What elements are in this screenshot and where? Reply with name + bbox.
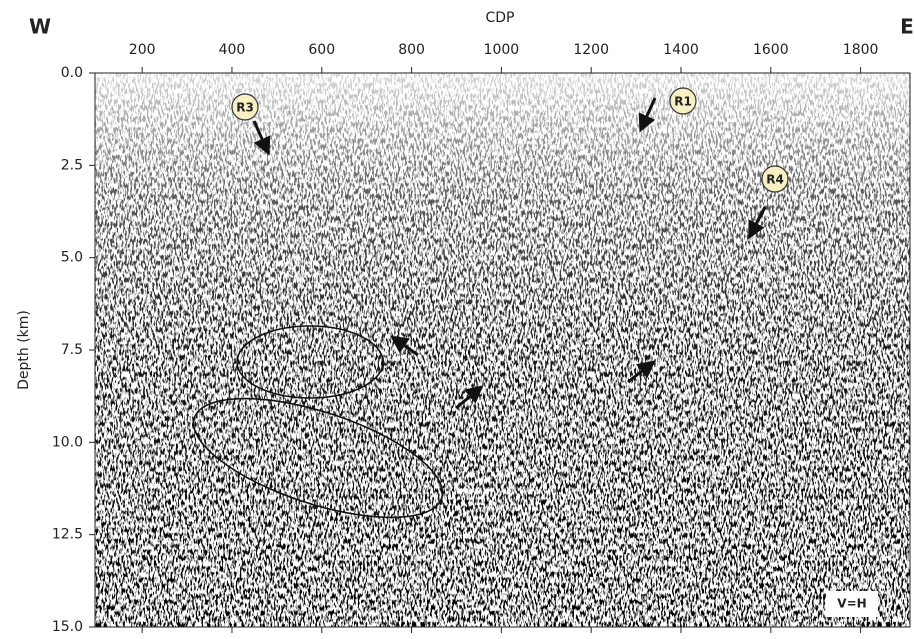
scale-note: V=H	[837, 597, 866, 611]
marker-r4: R4	[761, 165, 789, 193]
y-tick-label: 2.5	[61, 157, 83, 173]
y-tick-label: 12.5	[52, 527, 83, 543]
y-tick-label: 5.0	[61, 250, 83, 266]
west-label: W	[29, 15, 51, 39]
x-tick-label: 200	[129, 42, 156, 58]
x-tick-label: 1800	[843, 42, 879, 58]
y-axis-label: Depth (km)	[16, 310, 32, 390]
x-tick-label: 400	[219, 42, 246, 58]
x-axis-label: CDP	[486, 10, 515, 26]
x-tick-label: 1200	[573, 42, 609, 58]
marker-label: R3	[236, 101, 254, 115]
y-tick-label: 15.0	[52, 619, 83, 635]
marker-label: R4	[766, 173, 784, 187]
annotations	[192, 97, 767, 519]
seismic-image	[95, 73, 910, 627]
marker-r3: R3	[231, 93, 259, 121]
x-tick-label: 600	[308, 42, 335, 58]
scale-box	[826, 591, 878, 617]
x-tick-label: 800	[398, 42, 425, 58]
y-tick-label: 7.5	[61, 342, 83, 358]
x-tick-label: 1400	[663, 42, 699, 58]
east-label: E	[900, 15, 914, 39]
marker-r1: R1	[669, 87, 697, 115]
y-tick-label: 0.0	[61, 65, 83, 81]
x-tick-label: 1000	[484, 42, 520, 58]
y-tick-label: 10.0	[52, 434, 83, 450]
marker-label: R1	[674, 95, 692, 109]
x-tick-label: 1600	[753, 42, 789, 58]
